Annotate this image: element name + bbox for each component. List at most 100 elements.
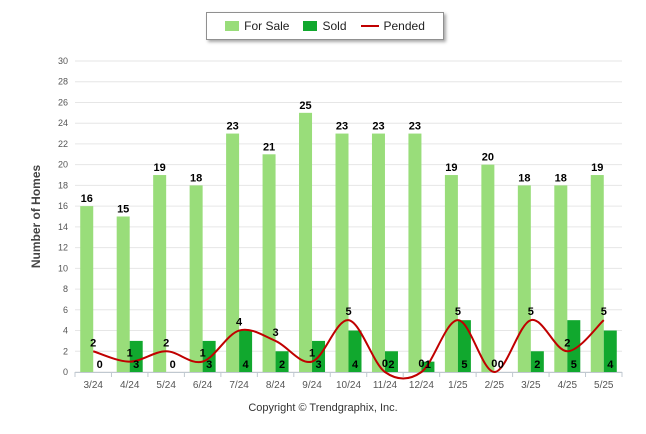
- y-tick-label: 22: [58, 139, 68, 149]
- for-sale-bar: [444, 175, 458, 372]
- for-sale-value-label: 16: [81, 193, 93, 205]
- sold-swatch: [303, 21, 318, 31]
- x-tick-label: 10/24: [336, 380, 361, 391]
- for-sale-bar: [80, 206, 94, 372]
- pended-swatch: [360, 25, 379, 27]
- pended-value-label: 2: [90, 337, 96, 349]
- pended-value-label: 5: [601, 306, 607, 318]
- sold-value-label: 2: [388, 359, 394, 371]
- sold-value-label: 4: [607, 359, 614, 371]
- sold-value-label: 5: [571, 359, 577, 371]
- legend-label-pended: Pended: [383, 19, 425, 33]
- for-sale-bar: [554, 185, 568, 372]
- sold-value-label: 0: [170, 359, 176, 371]
- y-tick-label: 18: [58, 180, 68, 190]
- for-sale-bar: [408, 133, 422, 372]
- y-tick-label: 28: [58, 77, 68, 87]
- for-sale-value-label: 18: [190, 172, 202, 184]
- copyright-text: Copyright © Trendgraphix, Inc.: [248, 402, 398, 414]
- y-tick-label: 10: [58, 263, 68, 273]
- x-tick-label: 1/25: [448, 380, 468, 391]
- pended-value-label: 0: [491, 358, 497, 370]
- x-tick-label: 6/24: [193, 380, 213, 391]
- x-tick-label: 9/24: [302, 380, 322, 391]
- pended-value-label: 2: [564, 337, 570, 349]
- sold-value-label: 4: [243, 359, 250, 371]
- legend-item-for-sale[interactable]: For Sale: [225, 19, 289, 33]
- for-sale-value-label: 19: [445, 162, 457, 174]
- for-sale-bar: [590, 175, 604, 372]
- for-sale-value-label: 19: [591, 162, 603, 174]
- pended-value-label: 2: [163, 337, 169, 349]
- pended-value-label: 0: [418, 358, 424, 370]
- pended-value-label: 3: [273, 327, 279, 339]
- sold-bar: [603, 330, 617, 372]
- pended-value-label: 1: [309, 348, 315, 360]
- for-sale-bar: [116, 216, 130, 372]
- y-tick-label: 24: [58, 118, 68, 128]
- sold-value-label: 3: [133, 359, 139, 371]
- sold-value-label: 1: [425, 359, 431, 371]
- y-tick-label: 14: [58, 222, 68, 232]
- pended-value-label: 4: [236, 317, 243, 329]
- for-sale-bar: [517, 185, 531, 372]
- for-sale-bar: [299, 112, 313, 372]
- y-tick-label: 12: [58, 243, 68, 253]
- sold-bar: [421, 361, 435, 372]
- sold-bar: [384, 351, 398, 372]
- sold-value-label: 3: [206, 359, 212, 371]
- sold-bar: [567, 320, 581, 372]
- legend-item-sold[interactable]: Sold: [303, 19, 347, 33]
- y-tick-label: 30: [58, 56, 68, 66]
- sold-bar: [530, 351, 544, 372]
- sold-bar: [202, 340, 216, 372]
- y-tick-label: 6: [63, 305, 68, 315]
- y-tick-label: 4: [63, 326, 68, 336]
- y-tick-label: 2: [63, 346, 68, 356]
- for-sale-bar: [481, 164, 495, 372]
- y-tick-label: 8: [63, 284, 68, 294]
- y-tick-label: 26: [58, 97, 68, 107]
- for-sale-value-label: 15: [117, 204, 129, 216]
- sold-value-label: 4: [352, 359, 359, 371]
- x-tick-label: 11/24: [373, 380, 398, 391]
- for-sale-value-label: 23: [409, 121, 421, 133]
- for-sale-value-label: 23: [372, 121, 384, 133]
- y-tick-label: 0: [63, 367, 68, 377]
- for-sale-bar: [189, 185, 203, 372]
- for-sale-bar: [371, 133, 385, 372]
- sold-value-label: 2: [534, 359, 540, 371]
- for-sale-value-label: 20: [482, 152, 494, 164]
- sold-value-label: 2: [279, 359, 285, 371]
- legend-label-sold: Sold: [322, 19, 347, 33]
- sold-bar: [457, 320, 471, 372]
- for-sale-bar: [262, 154, 276, 372]
- y-tick-label: 16: [58, 201, 68, 211]
- sold-bar: [239, 330, 253, 372]
- for-sale-bar: [153, 175, 167, 372]
- legend: For Sale Sold Pended: [206, 12, 444, 40]
- sold-bar: [129, 340, 143, 372]
- y-axis-title: Number of Homes: [29, 165, 43, 269]
- for-sale-value-label: 18: [555, 172, 567, 184]
- sold-bar: [275, 351, 289, 372]
- x-tick-label: 12/24: [409, 380, 434, 391]
- x-tick-label: 3/24: [83, 380, 103, 391]
- for-sale-value-label: 19: [154, 162, 166, 174]
- for-sale-value-label: 21: [263, 141, 275, 153]
- x-tick-label: 5/24: [156, 380, 176, 391]
- sold-bar: [348, 330, 362, 372]
- sold-value-label: 0: [97, 359, 103, 371]
- for-sale-value-label: 18: [518, 172, 530, 184]
- legend-label-for-sale: For Sale: [244, 19, 290, 33]
- sold-value-label: 5: [461, 359, 467, 371]
- pended-line: [92, 319, 605, 380]
- pended-value-label: 5: [528, 306, 534, 318]
- for-sale-bar: [335, 133, 349, 372]
- x-tick-label: 3/25: [521, 380, 541, 391]
- x-tick-label: 7/24: [229, 380, 249, 391]
- x-tick-label: 2/25: [485, 380, 505, 391]
- legend-item-pended[interactable]: Pended: [360, 19, 425, 33]
